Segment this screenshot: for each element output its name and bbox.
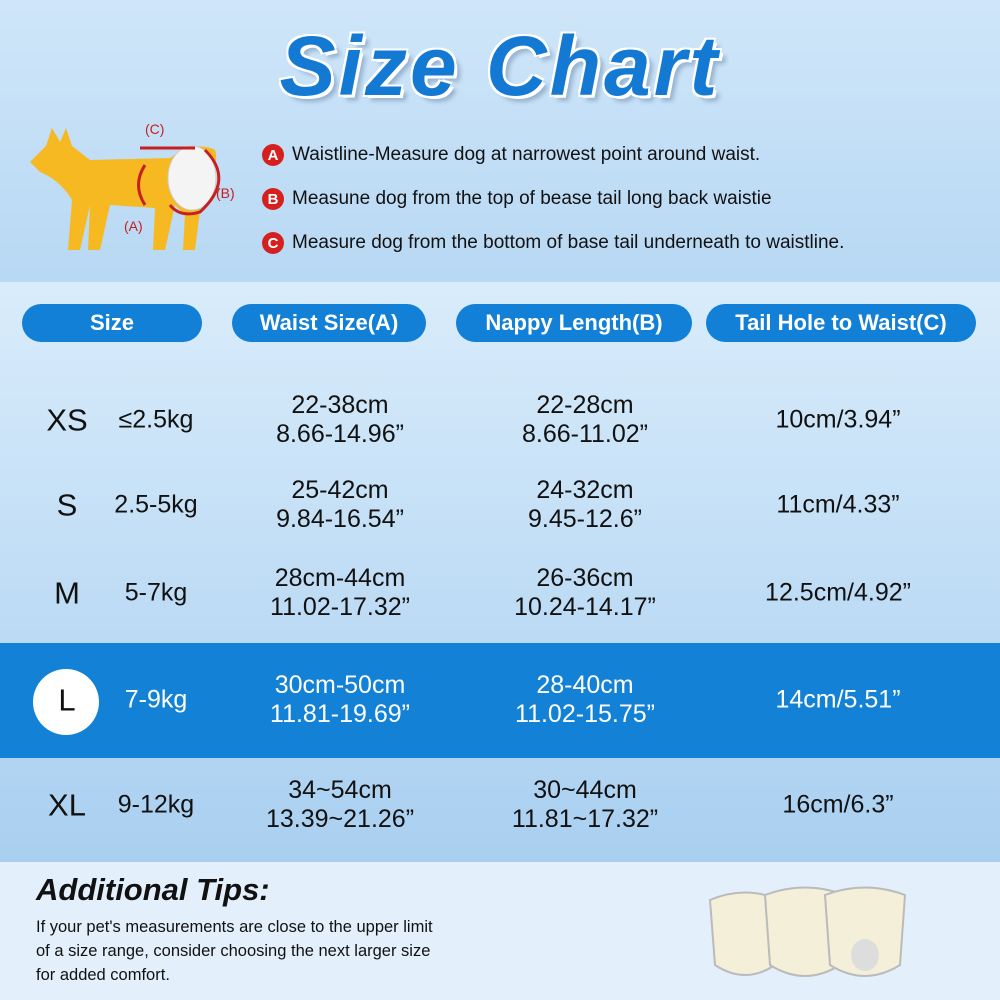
- tail-hole: 14cm/5.51”: [775, 685, 901, 714]
- diagram-label: (A): [124, 218, 143, 234]
- column-header: Tail Hole to Waist(C): [706, 304, 976, 342]
- waist-size-line: 30cm-50cm: [274, 671, 406, 699]
- weight: 9-12kg: [117, 790, 195, 819]
- tips-title: Additional Tips:: [36, 872, 270, 907]
- size: XS: [46, 402, 88, 438]
- waist-size-line: 8.66-14.96”: [276, 420, 404, 448]
- waist-size: 28cm-44cm 11.02-17.32”: [270, 564, 410, 622]
- highlight-row: [0, 643, 1000, 758]
- waist-size: 30cm-50cm 11.81-19.69”: [270, 671, 410, 729]
- note-text: Measure dog from the bottom of base tail…: [292, 232, 845, 253]
- note-marker: B: [262, 188, 284, 210]
- tail-hole: 10cm/3.94”: [775, 405, 901, 434]
- column-header: Size: [22, 304, 202, 342]
- weight: 2.5-5kg: [114, 490, 198, 519]
- title: Size Chart: [279, 19, 721, 113]
- tail-hole: 12.5cm/4.92”: [765, 578, 911, 607]
- nappy-length-line: 24-32cm: [536, 476, 634, 504]
- nappy-length-line: 28-40cm: [536, 671, 634, 699]
- waist-size: 25-42cm 9.84-16.54”: [276, 476, 404, 534]
- waist-size: 34~54cm 13.39~21.26”: [266, 776, 414, 834]
- nappy-length-line: 10.24-14.17”: [514, 593, 656, 621]
- waist-size-line: 25-42cm: [291, 476, 389, 504]
- waist-size-line: 22-38cm: [291, 391, 389, 419]
- size-circle: [33, 669, 99, 735]
- waist-size-line: 9.84-16.54”: [276, 505, 404, 533]
- column-header: Nappy Length(B): [456, 304, 692, 342]
- diaper: [167, 145, 217, 211]
- nappy-length-line: 30~44cm: [533, 776, 637, 804]
- waist-size: 22-38cm 8.66-14.96”: [276, 391, 404, 449]
- weight: 7-9kg: [124, 685, 188, 714]
- size: XL: [48, 787, 86, 823]
- waist-size-line: 34~54cm: [288, 776, 392, 804]
- note-marker: C: [262, 232, 284, 254]
- nappy-length-line: 22-28cm: [536, 391, 634, 419]
- nappy-length: 28-40cm 11.02-15.75”: [515, 671, 655, 729]
- note-marker: A: [262, 144, 284, 166]
- waist-size-line: 28cm-44cm: [274, 564, 406, 592]
- tip-line: If your pet's measurements are close to …: [36, 918, 433, 936]
- column-header: Waist Size(A): [232, 304, 426, 342]
- nappy-length: 26-36cm 10.24-14.17”: [514, 564, 656, 622]
- nappy-length-line: 11.81~17.32”: [511, 805, 659, 833]
- note: B Measune dog from the top of bease tail …: [262, 188, 772, 210]
- nappy-length-line: 26-36cm: [536, 564, 634, 592]
- measure-b: [168, 148, 221, 216]
- weight: 5-7kg: [124, 578, 188, 607]
- size: L: [58, 682, 76, 718]
- weight: ≤2.5kg: [118, 405, 194, 434]
- nappy-length-line: 8.66-11.02”: [521, 420, 649, 448]
- nappy-length: 30~44cm 11.81~17.32”: [512, 776, 658, 834]
- note-text: Waistline-Measure dog at narrowest point…: [292, 144, 761, 165]
- dog-diagram: (C) (B) (A): [30, 121, 235, 250]
- waist-size-line: 11.02-17.32”: [270, 593, 410, 621]
- size: S: [56, 487, 78, 523]
- note: C Measure dog from the bottom of base tai…: [262, 232, 844, 254]
- nappy-length: 24-32cm 9.45-12.6”: [528, 476, 642, 534]
- nappy-length: 22-28cm 8.66-11.02”: [522, 391, 648, 449]
- tail-hole: 11cm/4.33”: [776, 490, 900, 519]
- tip-line: of a size range, consider choosing the n…: [36, 942, 431, 960]
- diagram-label: (B): [216, 185, 235, 201]
- tail-hole: 16cm/6.3”: [782, 790, 894, 819]
- diagram-label: (C): [145, 121, 164, 137]
- measure-a: [137, 164, 147, 206]
- dog: [30, 128, 217, 250]
- note-text: Measune dog from the top of bease tail l…: [292, 188, 772, 209]
- nappy-length-line: 9.45-12.6”: [528, 505, 642, 533]
- diaper-image: [708, 886, 907, 977]
- note: A Waistline-Measure dog at narrowest poin…: [262, 144, 760, 166]
- waist-size-line: 13.39~21.26”: [265, 805, 415, 833]
- leg-hole: [851, 939, 879, 971]
- tip-line: for added comfort.: [36, 966, 170, 984]
- nappy-length-line: 11.02-15.75”: [515, 700, 655, 728]
- table-background: [0, 282, 1000, 862]
- waist-size-line: 11.81-19.69”: [270, 700, 410, 728]
- size: M: [54, 575, 80, 611]
